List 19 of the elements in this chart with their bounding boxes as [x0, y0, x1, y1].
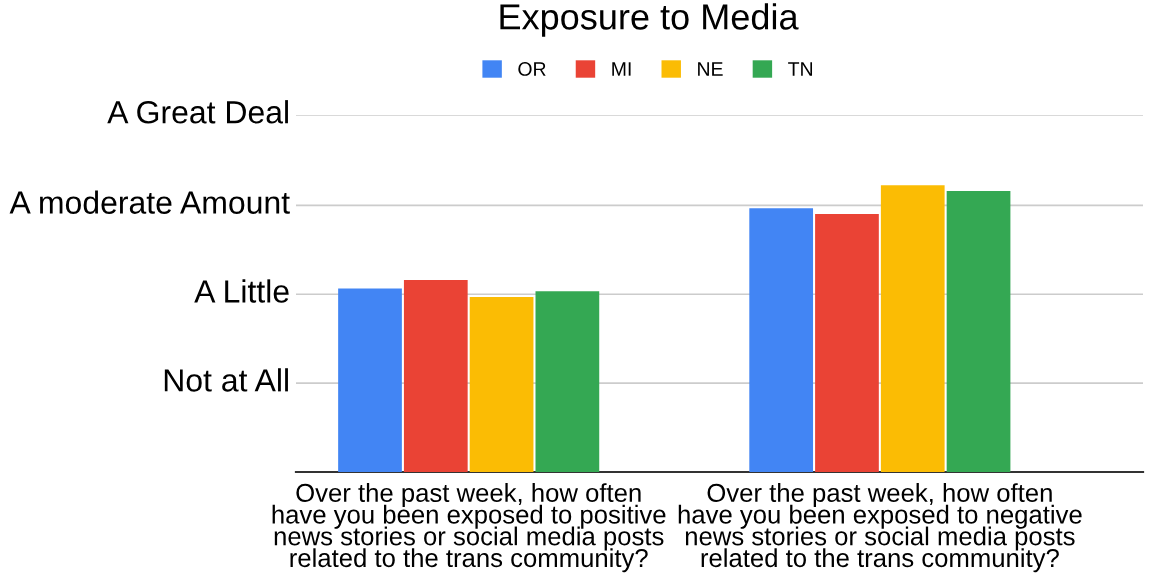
legend-label: MI [612, 62, 631, 76]
x-tick-label: Over the past week, how often have you been exposed to positive news stories or social media posts related to the trans community? [272, 483, 666, 573]
bar [946, 190, 1011, 472]
legend-label: NE [698, 62, 723, 76]
ref-line-label: A moderate Amount [9, 190, 290, 214]
bar [880, 185, 945, 472]
ref-line-label: A Little [194, 279, 289, 303]
bar [338, 288, 402, 472]
bar [469, 297, 534, 472]
ref-line-label: Not at All [164, 368, 288, 392]
bar [749, 208, 814, 472]
legend-label: OR [518, 62, 546, 76]
bar [403, 279, 468, 472]
bar [815, 213, 879, 472]
bar [535, 291, 600, 472]
chart-title: Exposure to Media [500, 3, 799, 37]
ref-line-label: A Great Deal [107, 100, 288, 124]
legend-label: TN [788, 62, 813, 76]
x-tick-label: Over the past week, how often have you been exposed to negative news stories or social media posts related to the trans community? [678, 483, 1082, 573]
